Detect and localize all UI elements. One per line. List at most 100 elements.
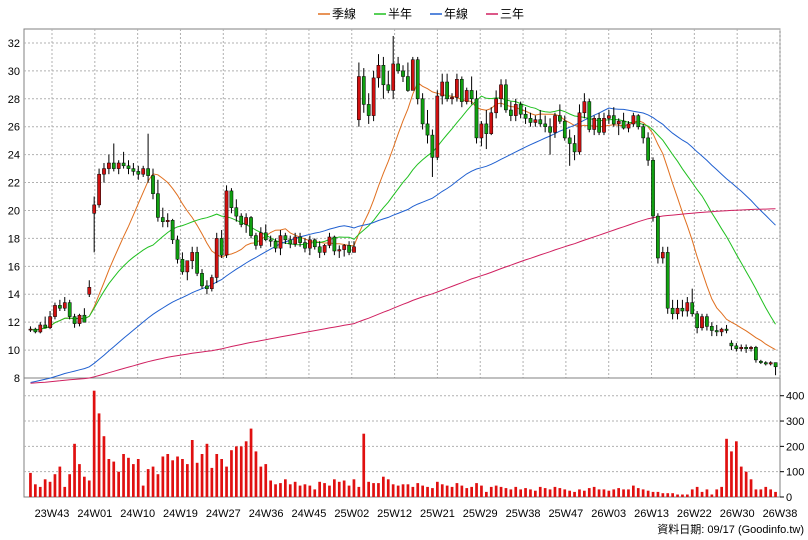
candle-body-91 (474, 98, 479, 139)
volume-bar-97 (504, 488, 508, 497)
volume-bar-116 (597, 489, 601, 497)
candle-body-45 (249, 217, 253, 236)
candle-body-90 (469, 90, 474, 100)
volume-bar-8 (68, 474, 71, 497)
candle-body-61 (327, 236, 332, 246)
volume-bar-13 (92, 390, 96, 497)
volume-bar-141 (720, 486, 723, 497)
volume-bar-53 (288, 484, 292, 497)
candle-body-18 (116, 162, 121, 169)
candle-body-8 (67, 302, 72, 317)
volume-bar-89 (465, 488, 469, 497)
week-label-15: 26W22 (677, 508, 712, 520)
price-tick-12: 32 (8, 38, 20, 50)
volume-bar-107 (553, 486, 557, 497)
candle-body-132 (675, 307, 680, 315)
candle-body-10 (77, 314, 82, 324)
candle-body-13 (92, 204, 97, 214)
candle-body-9 (72, 316, 77, 324)
candle-body-30 (175, 239, 180, 260)
candle-body-48 (263, 232, 268, 241)
candle-body-4 (48, 316, 52, 329)
volume-bar-15 (102, 436, 106, 497)
candle-body-111 (572, 143, 577, 153)
legend-label-0: 季線 (332, 6, 356, 21)
candle-body-119 (611, 115, 616, 125)
volume-bar-113 (583, 490, 586, 497)
candle-body-146 (744, 347, 748, 349)
volume-bar-143 (730, 451, 733, 497)
candle-body-28 (165, 220, 170, 222)
legend-label-1: 半年 (388, 7, 412, 21)
candle-body-142 (724, 328, 729, 331)
candle-body-117 (602, 118, 606, 133)
candle-body-150 (763, 362, 768, 365)
candle-body-26 (156, 193, 160, 218)
volume-bar-3 (43, 479, 47, 497)
candle-body-129 (660, 252, 665, 259)
volume-bar-79 (416, 483, 420, 497)
candle-body-80 (420, 98, 425, 125)
candle-body-73 (386, 84, 391, 91)
candle-body-114 (587, 101, 592, 130)
candle-body-54 (293, 236, 298, 245)
candle-body-14 (97, 173, 101, 206)
candle-body-118 (607, 115, 611, 119)
volume-bar-25 (151, 466, 155, 497)
candle-body-63 (337, 249, 342, 252)
volume-bar-81 (426, 486, 429, 497)
candle-body-58 (312, 239, 317, 248)
candle-body-37 (209, 277, 214, 289)
volume-bar-146 (744, 471, 748, 497)
candle-body-135 (690, 302, 695, 315)
candle-body-11 (82, 314, 87, 323)
candle-body-66 (352, 246, 356, 253)
volume-bar-111 (573, 491, 576, 497)
volume-bar-60 (323, 483, 326, 497)
volume-bar-47 (259, 466, 263, 497)
volume-bar-90 (470, 486, 473, 497)
volume-bar-35 (200, 454, 204, 497)
volume-bar-103 (534, 490, 537, 497)
legend-label-2: 年線 (444, 6, 468, 21)
volume-bar-88 (460, 485, 464, 497)
candle-body-115 (592, 118, 597, 130)
candle-body-12 (87, 287, 92, 295)
candle-body-83 (435, 95, 440, 158)
candle-body-27 (160, 217, 165, 222)
volume-bar-126 (646, 490, 650, 497)
volume-tick-1: 100 (786, 467, 804, 479)
volume-bar-58 (313, 489, 317, 497)
candle-body-34 (195, 252, 199, 274)
candle-body-67 (357, 76, 361, 121)
volume-bar-136 (695, 486, 699, 497)
price-tick-6: 20 (8, 205, 20, 217)
week-label-9: 25W21 (420, 508, 455, 520)
volume-bar-123 (632, 485, 635, 497)
candle-body-120 (616, 120, 621, 125)
volume-bar-73 (386, 479, 390, 497)
candle-body-57 (308, 239, 312, 249)
candle-body-69 (366, 104, 371, 116)
volume-bar-36 (205, 443, 209, 497)
volume-bar-98 (509, 489, 513, 497)
candle-body-32 (185, 260, 190, 273)
volume-bar-149 (759, 489, 763, 497)
volume-bar-100 (519, 489, 522, 497)
volume-bar-71 (377, 483, 380, 497)
candle-body-22 (136, 171, 141, 175)
volume-bar-80 (421, 485, 424, 497)
week-label-12: 25W47 (548, 508, 583, 520)
volume-bar-56 (303, 484, 307, 497)
candle-body-59 (317, 246, 322, 253)
price-tick-9: 26 (8, 122, 20, 134)
volume-bar-128 (656, 491, 660, 497)
candle-body-71 (376, 65, 381, 79)
candle-body-35 (200, 273, 204, 287)
volume-bar-152 (774, 491, 777, 497)
volume-bar-84 (440, 484, 444, 497)
price-tick-10: 28 (8, 94, 20, 106)
week-label-4: 24W27 (206, 508, 241, 520)
volume-bar-42 (235, 446, 238, 497)
volume-bar-138 (705, 489, 709, 497)
